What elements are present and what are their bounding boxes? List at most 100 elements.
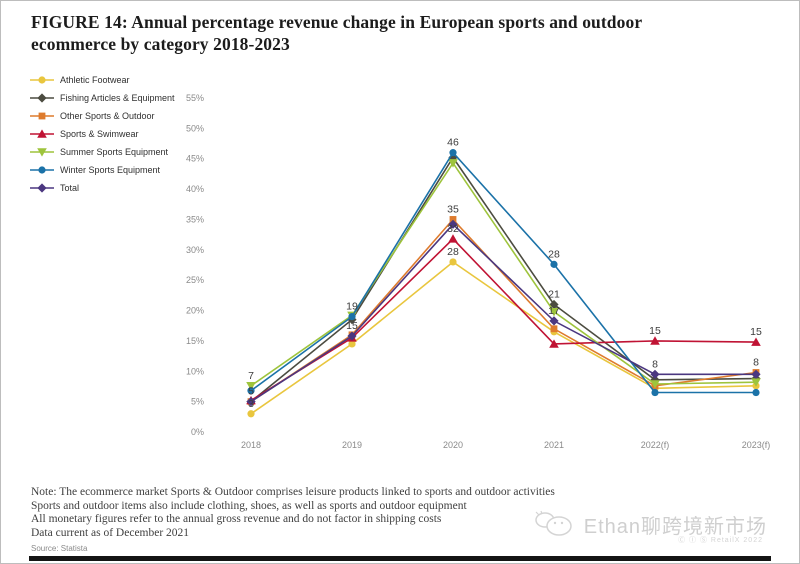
x-axis-tick-label: 2023(f) <box>742 440 771 450</box>
diamond-marker-icon <box>448 219 458 229</box>
legend-swatch <box>30 182 54 193</box>
diamond-marker-icon <box>751 369 761 379</box>
data-point-label: 35 <box>447 203 459 215</box>
credit-text: RetailX 2022 <box>710 537 763 544</box>
license-credit: Ⓒ Ⓘ Ⓢ RetailX 2022 <box>678 535 763 545</box>
y-axis-tick-label: 35% <box>186 214 204 224</box>
cc-license-icons: Ⓒ Ⓘ Ⓢ <box>678 537 708 544</box>
series-line-winter-sports-equipment <box>250 151 756 394</box>
circle-marker-icon <box>38 75 46 84</box>
triangle-down-marker-icon <box>751 378 761 387</box>
legend-item-label: Total <box>60 182 80 193</box>
data-point-label: 28 <box>548 248 560 260</box>
watermark-text: Ethan聊跨境新市场 <box>583 515 767 538</box>
triangle-down-marker-icon <box>650 380 660 389</box>
y-axis-tick-label: 0% <box>191 427 204 437</box>
data-point-label: 17 <box>548 305 560 317</box>
y-axis-tick-label: 45% <box>186 154 204 164</box>
data-point-label: 7 <box>248 370 254 382</box>
x-axis-tick-label: 2019 <box>342 440 362 450</box>
diamond-marker-icon <box>37 182 47 193</box>
data-point-label: 15 <box>649 325 661 337</box>
y-axis-tick-label: 20% <box>186 306 204 316</box>
data-point-label: 15 <box>346 320 358 332</box>
data-point-label: 46 <box>447 137 459 149</box>
series-line-athletic-footwear <box>250 261 757 415</box>
watermark-logo-icon <box>534 510 572 536</box>
triangle-down-marker-icon <box>37 147 47 157</box>
diamond-marker-icon <box>650 369 660 379</box>
note-line: Sports and outdoor items also include cl… <box>31 499 467 512</box>
legend-swatch <box>30 112 54 119</box>
source-label: Source: Statista <box>31 544 88 553</box>
figure-title: FIGURE 14: Annual percentage revenue cha… <box>31 12 642 55</box>
diamond-marker-icon <box>246 397 256 407</box>
square-marker-icon <box>449 216 457 223</box>
data-point-label: 32 <box>447 223 459 235</box>
legend-item-sports-swimwear: Sports & Swimwear <box>29 127 175 140</box>
triangle-down-marker-icon <box>549 307 559 317</box>
legend-item-label: Winter Sports Equipment <box>60 164 161 175</box>
watermark: Ethan聊跨境新市场 <box>532 509 767 539</box>
square-marker-icon <box>550 325 558 333</box>
diamond-marker-icon <box>549 299 559 310</box>
footnotes: Note: The ecommerce market Sports & Outd… <box>31 486 671 540</box>
triangle-up-marker-icon <box>549 339 559 348</box>
legend-item-summer-sports-equipment: Summer Sports Equipment <box>29 145 175 158</box>
series-line-fishing-articles-equipment <box>250 156 757 403</box>
triangle-down-marker-icon <box>246 382 256 391</box>
circle-marker-icon <box>449 258 457 266</box>
series-line-summer-sports-equipment <box>250 161 757 387</box>
diamond-marker-icon <box>549 316 559 326</box>
legend-item-athletic-footwear: Athletic Footwear <box>29 73 175 86</box>
legend-item-label: Sports & Swimwear <box>60 128 139 139</box>
legend-item-other-sports-outdoor: Other Sports & Outdoor <box>29 109 175 122</box>
y-axis-tick-label: 50% <box>186 123 204 133</box>
data-point-label: 3 <box>248 398 254 410</box>
legend-item-winter-sports-equipment: Winter Sports Equipment <box>29 163 175 176</box>
series-line-sports-swimwear <box>250 237 757 402</box>
x-axis-tick-label: 2021 <box>544 440 564 450</box>
circle-marker-icon <box>247 410 255 418</box>
y-axis-tick-label: 40% <box>186 184 204 194</box>
triangle-up-marker-icon <box>37 128 47 138</box>
square-marker-icon <box>38 112 46 119</box>
data-point-label: 21 <box>548 288 560 300</box>
legend-item-label: Summer Sports Equipment <box>60 146 169 157</box>
y-axis-tick-label: 15% <box>186 336 204 346</box>
data-point-label: 5 <box>248 386 254 398</box>
legend-item-label: Athletic Footwear <box>60 74 130 85</box>
triangle-up-marker-icon <box>448 234 458 243</box>
data-point-label: 8 <box>652 358 658 370</box>
y-axis-tick-label: 25% <box>186 275 204 285</box>
circle-marker-icon <box>348 313 356 321</box>
diamond-marker-icon <box>650 375 660 385</box>
footer-bar <box>29 556 771 561</box>
data-point-label: 15 <box>750 326 762 338</box>
y-axis-tick-label: 5% <box>191 397 204 407</box>
y-axis-tick-label: 55% <box>186 93 204 103</box>
legend-swatch <box>30 165 54 174</box>
chart-legend: Athletic Footwear Fishing Articles & Equi… <box>29 73 175 194</box>
legend-item-label: Fishing Articles & Equipment <box>60 92 175 103</box>
legend-item-total: Total <box>29 181 175 194</box>
y-axis-tick-label: 30% <box>186 245 204 255</box>
circle-marker-icon <box>348 340 356 348</box>
circle-marker-icon <box>752 388 760 397</box>
circle-marker-icon <box>38 165 46 174</box>
note-line: All monetary figures refer to the annual… <box>31 513 442 525</box>
series-line-total <box>250 223 756 403</box>
legend-item-fishing-articles-equipment: Fishing Articles & Equipment <box>29 91 175 104</box>
x-axis-tick-label: 2022(f) <box>641 440 670 450</box>
legend-swatch <box>30 75 54 84</box>
circle-marker-icon <box>449 149 457 157</box>
legend-swatch <box>30 92 54 103</box>
data-point-label: 19 <box>346 301 358 313</box>
legend-swatch <box>30 128 54 138</box>
data-point-label: 28 <box>447 246 459 258</box>
diamond-marker-icon <box>347 331 357 341</box>
data-point-label: 8 <box>753 356 759 368</box>
circle-marker-icon <box>247 387 255 395</box>
